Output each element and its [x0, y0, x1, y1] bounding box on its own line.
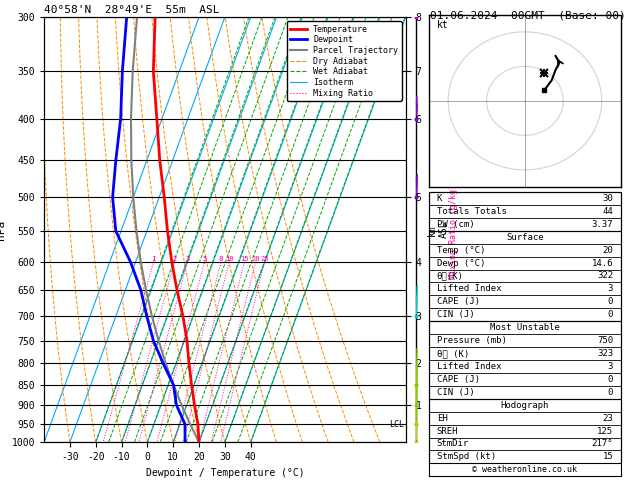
Text: PW (cm): PW (cm) — [437, 220, 474, 229]
Text: 14.6: 14.6 — [592, 259, 613, 268]
Text: SREH: SREH — [437, 427, 458, 435]
Text: kt: kt — [437, 20, 448, 31]
Text: 25: 25 — [260, 256, 269, 262]
Text: 20: 20 — [252, 256, 260, 262]
Text: 44: 44 — [603, 207, 613, 216]
Text: 323: 323 — [597, 349, 613, 358]
Text: CIN (J): CIN (J) — [437, 310, 474, 319]
Text: 20: 20 — [603, 245, 613, 255]
Text: 40°58'N  28°49'E  55m  ASL: 40°58'N 28°49'E 55m ASL — [44, 5, 220, 15]
Text: Totals Totals: Totals Totals — [437, 207, 506, 216]
Text: 2: 2 — [172, 256, 177, 262]
Text: Mixing Ratio (g/kg): Mixing Ratio (g/kg) — [449, 184, 458, 278]
Text: Lifted Index: Lifted Index — [437, 362, 501, 371]
Text: Surface: Surface — [506, 233, 543, 242]
Text: 0: 0 — [608, 375, 613, 384]
Text: 10: 10 — [225, 256, 233, 262]
Text: K: K — [437, 194, 442, 203]
Text: 15: 15 — [603, 452, 613, 461]
Text: 8: 8 — [219, 256, 223, 262]
Text: Dewp (°C): Dewp (°C) — [437, 259, 485, 268]
Text: 3: 3 — [608, 362, 613, 371]
Text: CAPE (J): CAPE (J) — [437, 297, 480, 306]
Legend: Temperature, Dewpoint, Parcel Trajectory, Dry Adiabat, Wet Adiabat, Isotherm, Mi: Temperature, Dewpoint, Parcel Trajectory… — [287, 21, 401, 101]
Y-axis label: hPa: hPa — [0, 220, 6, 240]
Text: 3.37: 3.37 — [592, 220, 613, 229]
Text: 217°: 217° — [592, 439, 613, 449]
Text: CIN (J): CIN (J) — [437, 388, 474, 397]
Text: LCL: LCL — [389, 419, 404, 429]
Text: © weatheronline.co.uk: © weatheronline.co.uk — [472, 465, 577, 474]
X-axis label: Dewpoint / Temperature (°C): Dewpoint / Temperature (°C) — [145, 468, 304, 478]
Text: 1: 1 — [152, 256, 156, 262]
Text: 23: 23 — [603, 414, 613, 423]
Text: StmDir: StmDir — [437, 439, 469, 449]
Text: 0: 0 — [608, 297, 613, 306]
Text: Hodograph: Hodograph — [501, 400, 549, 410]
Text: 3: 3 — [608, 284, 613, 294]
Text: 5: 5 — [203, 256, 207, 262]
Y-axis label: km
ASL: km ASL — [427, 221, 448, 239]
Text: 0: 0 — [608, 388, 613, 397]
Text: Most Unstable: Most Unstable — [490, 323, 560, 332]
Text: θᴄ(K): θᴄ(K) — [437, 272, 464, 280]
Text: θᴄ (K): θᴄ (K) — [437, 349, 469, 358]
Text: 15: 15 — [240, 256, 248, 262]
Text: 125: 125 — [597, 427, 613, 435]
Text: CAPE (J): CAPE (J) — [437, 375, 480, 384]
Text: 750: 750 — [597, 336, 613, 345]
Text: EH: EH — [437, 414, 447, 423]
Text: Pressure (mb): Pressure (mb) — [437, 336, 506, 345]
Text: Temp (°C): Temp (°C) — [437, 245, 485, 255]
Text: 0: 0 — [608, 310, 613, 319]
Text: 30: 30 — [603, 194, 613, 203]
Text: 322: 322 — [597, 272, 613, 280]
Text: StmSpd (kt): StmSpd (kt) — [437, 452, 496, 461]
Text: 3: 3 — [186, 256, 189, 262]
Text: 01.06.2024  00GMT  (Base: 00): 01.06.2024 00GMT (Base: 00) — [430, 11, 625, 21]
Text: Lifted Index: Lifted Index — [437, 284, 501, 294]
